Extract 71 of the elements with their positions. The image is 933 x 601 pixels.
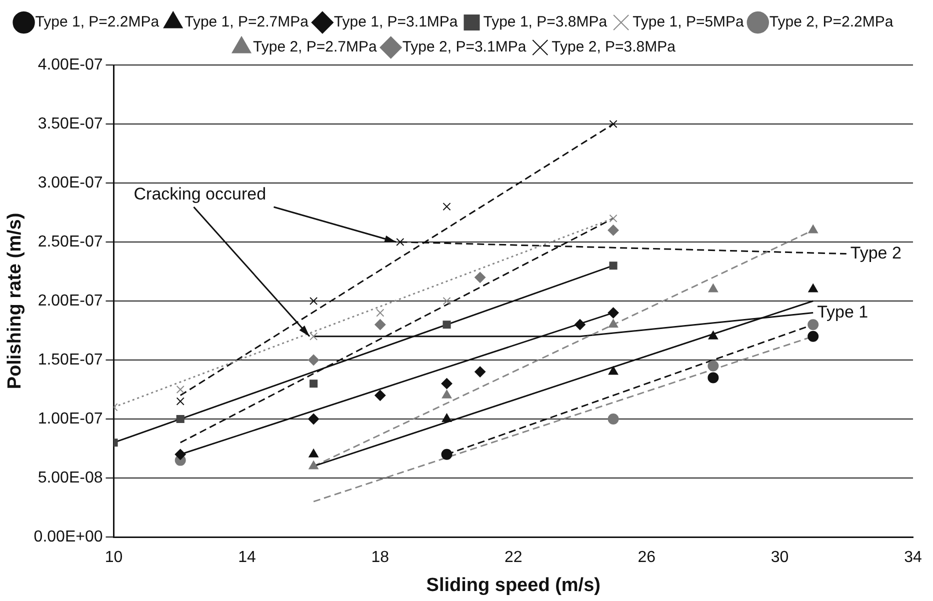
point xyxy=(808,319,819,330)
point xyxy=(310,296,318,306)
point xyxy=(574,319,586,330)
legend-label: Type 2, P=3.8MPa xyxy=(552,38,676,56)
legend-label: Type 1, P=3.1MPa xyxy=(334,14,458,31)
x-tick-label: 10 xyxy=(104,549,123,566)
point xyxy=(442,390,452,398)
point xyxy=(310,332,318,340)
y-tick-label: 0.00E+00 xyxy=(34,528,103,546)
x-tick-label: 34 xyxy=(904,549,922,566)
point xyxy=(374,390,386,401)
point xyxy=(442,320,451,329)
legend-label: Type 1, P=2.2MPa xyxy=(35,14,160,31)
point xyxy=(176,414,184,424)
annotation: Type 1 xyxy=(817,302,868,322)
legend-label: Type 2, P=3.1MPa xyxy=(402,38,527,56)
legend-label: Type 2, P=2.7MPa xyxy=(253,38,378,56)
x-axis-title: Sliding speed (m/s) xyxy=(426,574,600,596)
point xyxy=(608,224,619,236)
point xyxy=(608,414,619,424)
annotation: Cracking occured xyxy=(134,184,266,204)
y-tick-label: 3.50E-07 xyxy=(38,115,103,132)
x-tick-label: 30 xyxy=(770,549,789,566)
legend-label: Type 1, P=5MPa xyxy=(632,14,745,31)
legend-label: Type 1, P=3.8MPa xyxy=(483,14,608,31)
point xyxy=(308,460,318,470)
x-tick-label: 14 xyxy=(238,549,256,566)
x-tick-label: 18 xyxy=(371,549,390,566)
y-tick-label: 4.00E-07 xyxy=(38,56,103,74)
y-tick-label: 2.50E-07 xyxy=(38,233,103,250)
point xyxy=(310,380,318,388)
point xyxy=(474,272,486,283)
point xyxy=(176,385,184,394)
point xyxy=(474,366,486,378)
y-axis-title: Polishing rate (m/s) xyxy=(4,212,26,390)
point xyxy=(708,372,719,384)
point xyxy=(609,262,618,270)
point xyxy=(396,238,404,246)
point xyxy=(442,414,452,422)
y-tick-label: 1.00E-07 xyxy=(38,410,103,428)
point xyxy=(374,319,386,330)
point xyxy=(308,354,320,366)
point xyxy=(608,366,618,375)
point xyxy=(808,224,818,234)
y-tick-label: 5.00E-08 xyxy=(38,469,103,486)
point xyxy=(376,308,384,317)
point xyxy=(708,360,719,372)
point xyxy=(708,330,718,340)
point xyxy=(442,202,451,211)
legend-label: Type 2, P=2.2MPa xyxy=(769,14,894,31)
annotation: Type 2 xyxy=(850,243,902,262)
point xyxy=(308,414,320,424)
point xyxy=(608,307,619,318)
point xyxy=(308,448,318,458)
point xyxy=(441,378,452,390)
point xyxy=(609,214,618,222)
point xyxy=(608,319,618,328)
x-tick-label: 22 xyxy=(504,549,522,566)
point xyxy=(808,284,818,292)
y-tick-label: 2.00E-07 xyxy=(38,292,103,310)
point xyxy=(176,397,184,406)
x-tick-label: 26 xyxy=(638,549,656,566)
y-tick-label: 3.00E-07 xyxy=(38,174,103,192)
y-tick-label: 1.50E-07 xyxy=(38,351,103,368)
point xyxy=(442,296,451,306)
point xyxy=(808,330,819,342)
legend-label: Type 1, P=2.7MPa xyxy=(184,14,310,31)
point xyxy=(609,120,618,128)
point xyxy=(174,448,186,460)
point xyxy=(708,284,718,292)
point xyxy=(441,448,452,460)
